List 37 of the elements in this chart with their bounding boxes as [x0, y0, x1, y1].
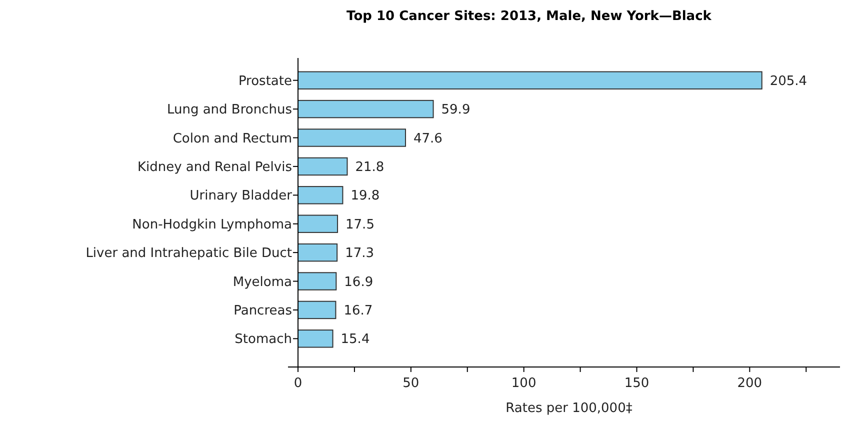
data-label: 47.6: [413, 131, 442, 146]
data-label: 16.7: [344, 304, 373, 318]
x-tick-label: 0: [294, 376, 302, 391]
data-label: 19.8: [350, 188, 380, 204]
y-tick-label: Colon and Rectum: [172, 131, 292, 146]
y-tick-label: Stomach: [234, 332, 292, 348]
chart-title: Top 10 Cancer Sites: 2013, Male, New York—Black: [346, 9, 712, 24]
x-tick-label: 100: [511, 376, 536, 391]
data-label: 15.4: [340, 332, 370, 348]
y-tick-label: Liver and Intrahepatic Bile Duct: [86, 246, 292, 262]
bar: [298, 214, 338, 233]
y-tick-label: Lung and Bronchus: [166, 102, 292, 118]
bar: [298, 157, 348, 176]
x-axis-title: Rates per 100,000‡: [506, 401, 633, 416]
y-tick-label: Kidney and Renal Pelvis: [137, 160, 292, 175]
bar: [298, 100, 434, 118]
y-tick-label: Urinary Bladder: [190, 188, 293, 204]
bar: [298, 272, 337, 290]
data-label: 17.5: [346, 217, 374, 232]
bar: [298, 71, 762, 90]
y-tick-label: Prostate: [238, 74, 292, 89]
data-label: 21.8: [355, 160, 384, 175]
x-tick-label: 200: [737, 376, 762, 391]
x-tick-label: 50: [402, 376, 420, 391]
bar: [298, 128, 406, 147]
data-label: 16.9: [344, 274, 374, 290]
y-tick-label: Myeloma: [232, 274, 292, 290]
bar: [298, 243, 338, 262]
bar: [298, 300, 336, 320]
bar: [298, 186, 344, 204]
y-tick-label: Non-Hodgkin Lymphoma: [132, 217, 292, 232]
data-label: 17.3: [345, 246, 374, 262]
bar: [298, 330, 334, 348]
x-tick-label: 150: [624, 376, 650, 391]
y-tick-label: Pancreas: [234, 304, 292, 318]
data-label: 59.9: [441, 102, 470, 118]
data-label: 205.4: [770, 74, 808, 89]
